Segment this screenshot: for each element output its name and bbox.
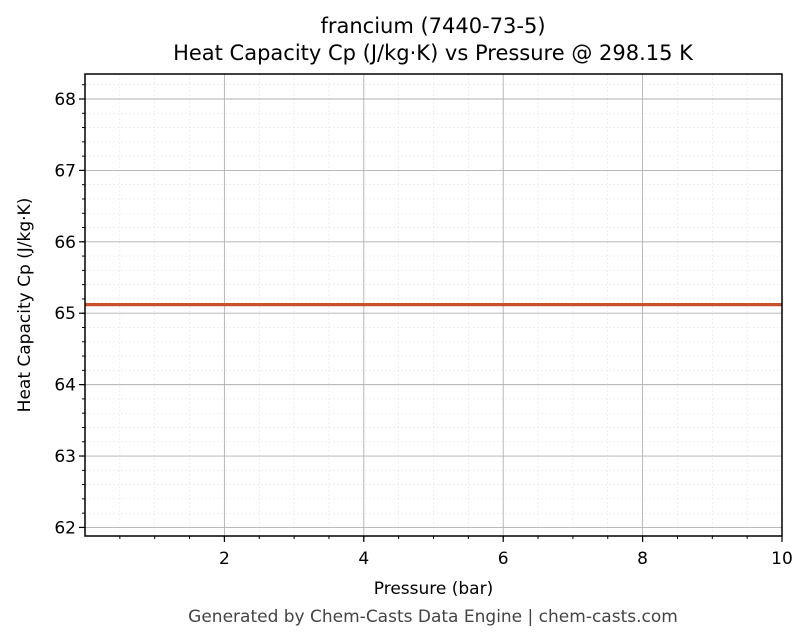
y-axis-label: Heat Capacity Cp (J/kg·K)	[15, 198, 35, 413]
footer-credit: Generated by Chem-Casts Data Engine | ch…	[188, 607, 678, 627]
x-tick-label: 4	[358, 549, 369, 569]
chart-subtitle: Heat Capacity Cp (J/kg·K) vs Pressure @ …	[173, 41, 693, 65]
y-tick-label: 66	[54, 233, 76, 253]
x-tick-label: 8	[637, 549, 648, 569]
x-tick-label: 10	[771, 549, 793, 569]
minor-grid	[85, 74, 782, 536]
x-tick-label: 2	[219, 549, 230, 569]
y-tick-label: 67	[54, 161, 76, 181]
y-tick-label: 62	[54, 518, 76, 538]
y-tick-label: 63	[54, 447, 76, 467]
y-tick-label: 68	[54, 90, 76, 110]
y-tick-label: 65	[54, 304, 76, 324]
y-tick-label: 64	[54, 376, 76, 396]
x-axis-label: Pressure (bar)	[374, 579, 493, 599]
x-tick-label: 6	[498, 549, 509, 569]
chart-title: francium (7440-73-5)	[320, 14, 546, 38]
